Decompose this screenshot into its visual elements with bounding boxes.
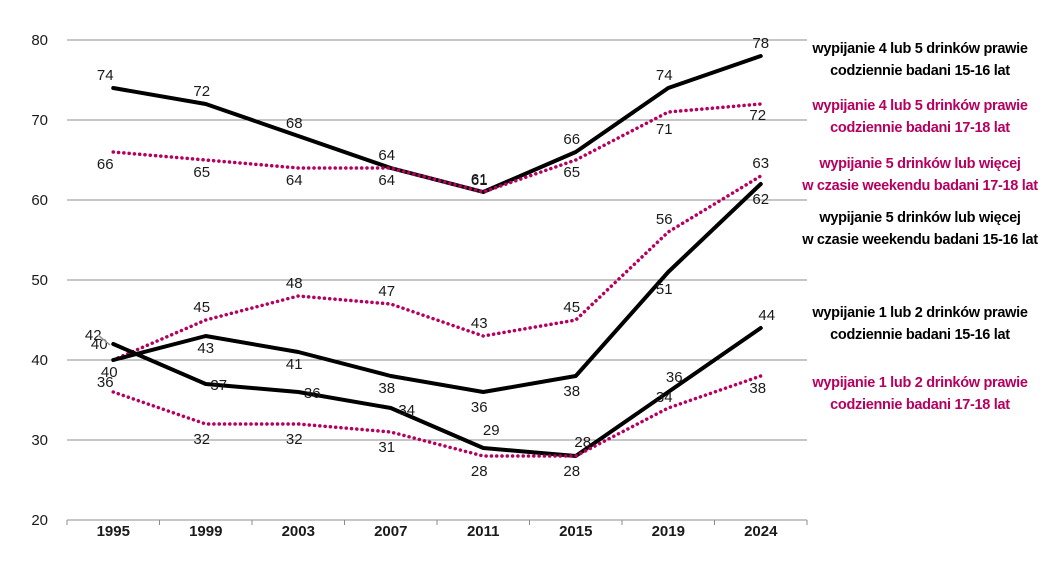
series-line-3: [111, 174, 763, 362]
series-line-6: [111, 374, 763, 458]
data-label-s3-2007: 47: [378, 283, 395, 300]
x-tick-label-2015: 2015: [559, 523, 592, 540]
x-tick-label-2007: 2007: [374, 523, 407, 540]
data-label-s2-2007: 64: [378, 172, 395, 189]
data-label-s1-1995: 74: [97, 67, 114, 84]
x-tick-label-2024: 2024: [744, 523, 778, 540]
data-label-s4-2007: 38: [378, 380, 395, 397]
legend-entry-1-line2: codziennie badani 15-16 lat: [830, 63, 1010, 79]
legend-entry-3-line2: w czasie weekendu badani 17-18 lat: [802, 178, 1038, 194]
data-label-s5-2024: 44: [758, 307, 775, 324]
data-label-s4-2015: 38: [563, 383, 580, 400]
data-label-s5-2019: 36: [666, 369, 683, 386]
legend-entry-5: wypijanie 1 lub 2 drinków prawie codzien…: [800, 302, 1040, 346]
data-label-s3-2003: 48: [286, 275, 303, 292]
data-label-s1-2007: 64: [378, 147, 395, 164]
legend-entry-5-line2: codziennie badani 15-16 lat: [830, 327, 1010, 343]
data-label-s6-2003: 32: [286, 431, 303, 448]
data-label-s5-2015: 28: [574, 434, 591, 451]
data-label-s2-2024: 72: [749, 107, 766, 124]
legend-entry-2-line1: wypijanie 4 lub 5 drinków prawie: [812, 98, 1028, 114]
legend-entry-5-line1: wypijanie 1 lub 2 drinków prawie: [812, 305, 1028, 321]
series-line-5: [111, 326, 763, 458]
data-label-s6-1999: 32: [193, 431, 210, 448]
data-label-s1-2024: 78: [752, 35, 769, 52]
data-label-s2-2019: 71: [656, 121, 673, 138]
data-label-s6-2024: 38: [749, 380, 766, 397]
data-label-s2-2015: 65: [563, 164, 580, 181]
data-label-s3-2019: 56: [656, 211, 673, 228]
x-axis: 1995 1999 2003 2007 2011 2015 2019 2024: [66, 519, 808, 540]
legend-entry-1: wypijanie 4 lub 5 drinków prawie codzien…: [800, 38, 1040, 82]
data-label-s3-1995: 40: [101, 364, 118, 381]
data-label-s5-2011: 29: [483, 422, 500, 439]
legend-entry-2: wypijanie 4 lub 5 drinków prawie codzien…: [800, 95, 1040, 139]
series-lines: [111, 54, 763, 458]
data-label-s1-2019: 74: [656, 67, 673, 84]
data-label-s6-2015: 28: [563, 463, 580, 480]
gridlines: [67, 39, 807, 441]
data-label-s3-1999: 45: [193, 299, 210, 316]
data-label-s5-1999: 37: [210, 377, 227, 394]
y-tick-label-50: 50: [31, 272, 48, 289]
x-tick-label-1995: 1995: [97, 523, 130, 540]
data-label-s4-2003: 41: [286, 356, 303, 373]
data-label-s1-1999: 72: [193, 83, 210, 100]
data-label-s6-2019: 34: [656, 389, 673, 406]
data-label-s4-1999: 43: [197, 340, 214, 357]
y-tick-label-80: 80: [31, 32, 48, 49]
x-tick-label-1999: 1999: [189, 523, 222, 540]
data-label-s2-1995: 66: [97, 156, 114, 173]
data-label-s6-2011: 28: [471, 463, 488, 480]
data-label-s6-1995: 36: [97, 374, 114, 391]
legend-entry-4-line2: w czasie weekendu badani 15-16 lat: [802, 232, 1038, 248]
data-label-s4-2024: 62: [752, 191, 769, 208]
y-tick-label-70: 70: [31, 112, 48, 129]
series-line-1: [111, 54, 763, 194]
data-label-s4-2019: 51: [656, 281, 673, 298]
legend-entry-1-line1: wypijanie 4 lub 5 drinków prawie: [812, 41, 1028, 57]
data-label-s3-2011: 43: [471, 315, 488, 332]
x-tick-label-2011: 2011: [467, 523, 500, 540]
data-label-s1-2015: 66: [563, 131, 580, 148]
data-label-s6-2007: 31: [378, 439, 395, 456]
legend-entry-6: wypijanie 1 lub 2 drinków prawie codzien…: [800, 372, 1040, 416]
legend-entry-2-line2: codziennie badani 17-18 lat: [830, 120, 1010, 136]
y-tick-label-20: 20: [31, 512, 48, 529]
data-label-s3-2024: 63: [752, 155, 769, 172]
data-label-s1-2003: 68: [286, 115, 303, 132]
y-tick-label-40: 40: [31, 352, 48, 369]
x-tick-label-2003: 2003: [282, 523, 315, 540]
series-line-4: [111, 182, 763, 394]
data-label-s5-2007: 34: [398, 402, 415, 419]
data-label-s2-1999: 65: [193, 164, 210, 181]
x-tick-label-2019: 2019: [652, 523, 685, 540]
legend-entry-4-line1: wypijanie 5 drinków lub więcej: [819, 210, 1021, 226]
data-label-s2-2003: 64: [286, 172, 303, 189]
legend-entry-6-line1: wypijanie 1 lub 2 drinków prawie: [812, 375, 1028, 391]
y-axis: 20 30 40 50 60 70 80: [31, 32, 48, 529]
label-leader-line: [97, 334, 111, 346]
data-label-s5-1995: 42: [85, 327, 102, 344]
legend-entry-3-line1: wypijanie 5 drinków lub więcej: [819, 156, 1021, 172]
data-label-s2-2011: 61: [471, 172, 488, 189]
legend-entry-6-line2: codziennie badani 17-18 lat: [830, 397, 1010, 413]
data-label-s4-2011: 36: [471, 399, 488, 416]
y-tick-label-60: 60: [31, 192, 48, 209]
y-tick-label-30: 30: [31, 432, 48, 449]
legend-entry-3: wypijanie 5 drinków lub więcej w czasie …: [800, 153, 1040, 197]
data-label-s5-2003: 36: [304, 385, 321, 402]
data-label-s1-2011: 61: [471, 171, 488, 188]
legend-entry-4: wypijanie 5 drinków lub więcej w czasie …: [800, 207, 1040, 251]
data-label-s3-2015: 45: [563, 299, 580, 316]
